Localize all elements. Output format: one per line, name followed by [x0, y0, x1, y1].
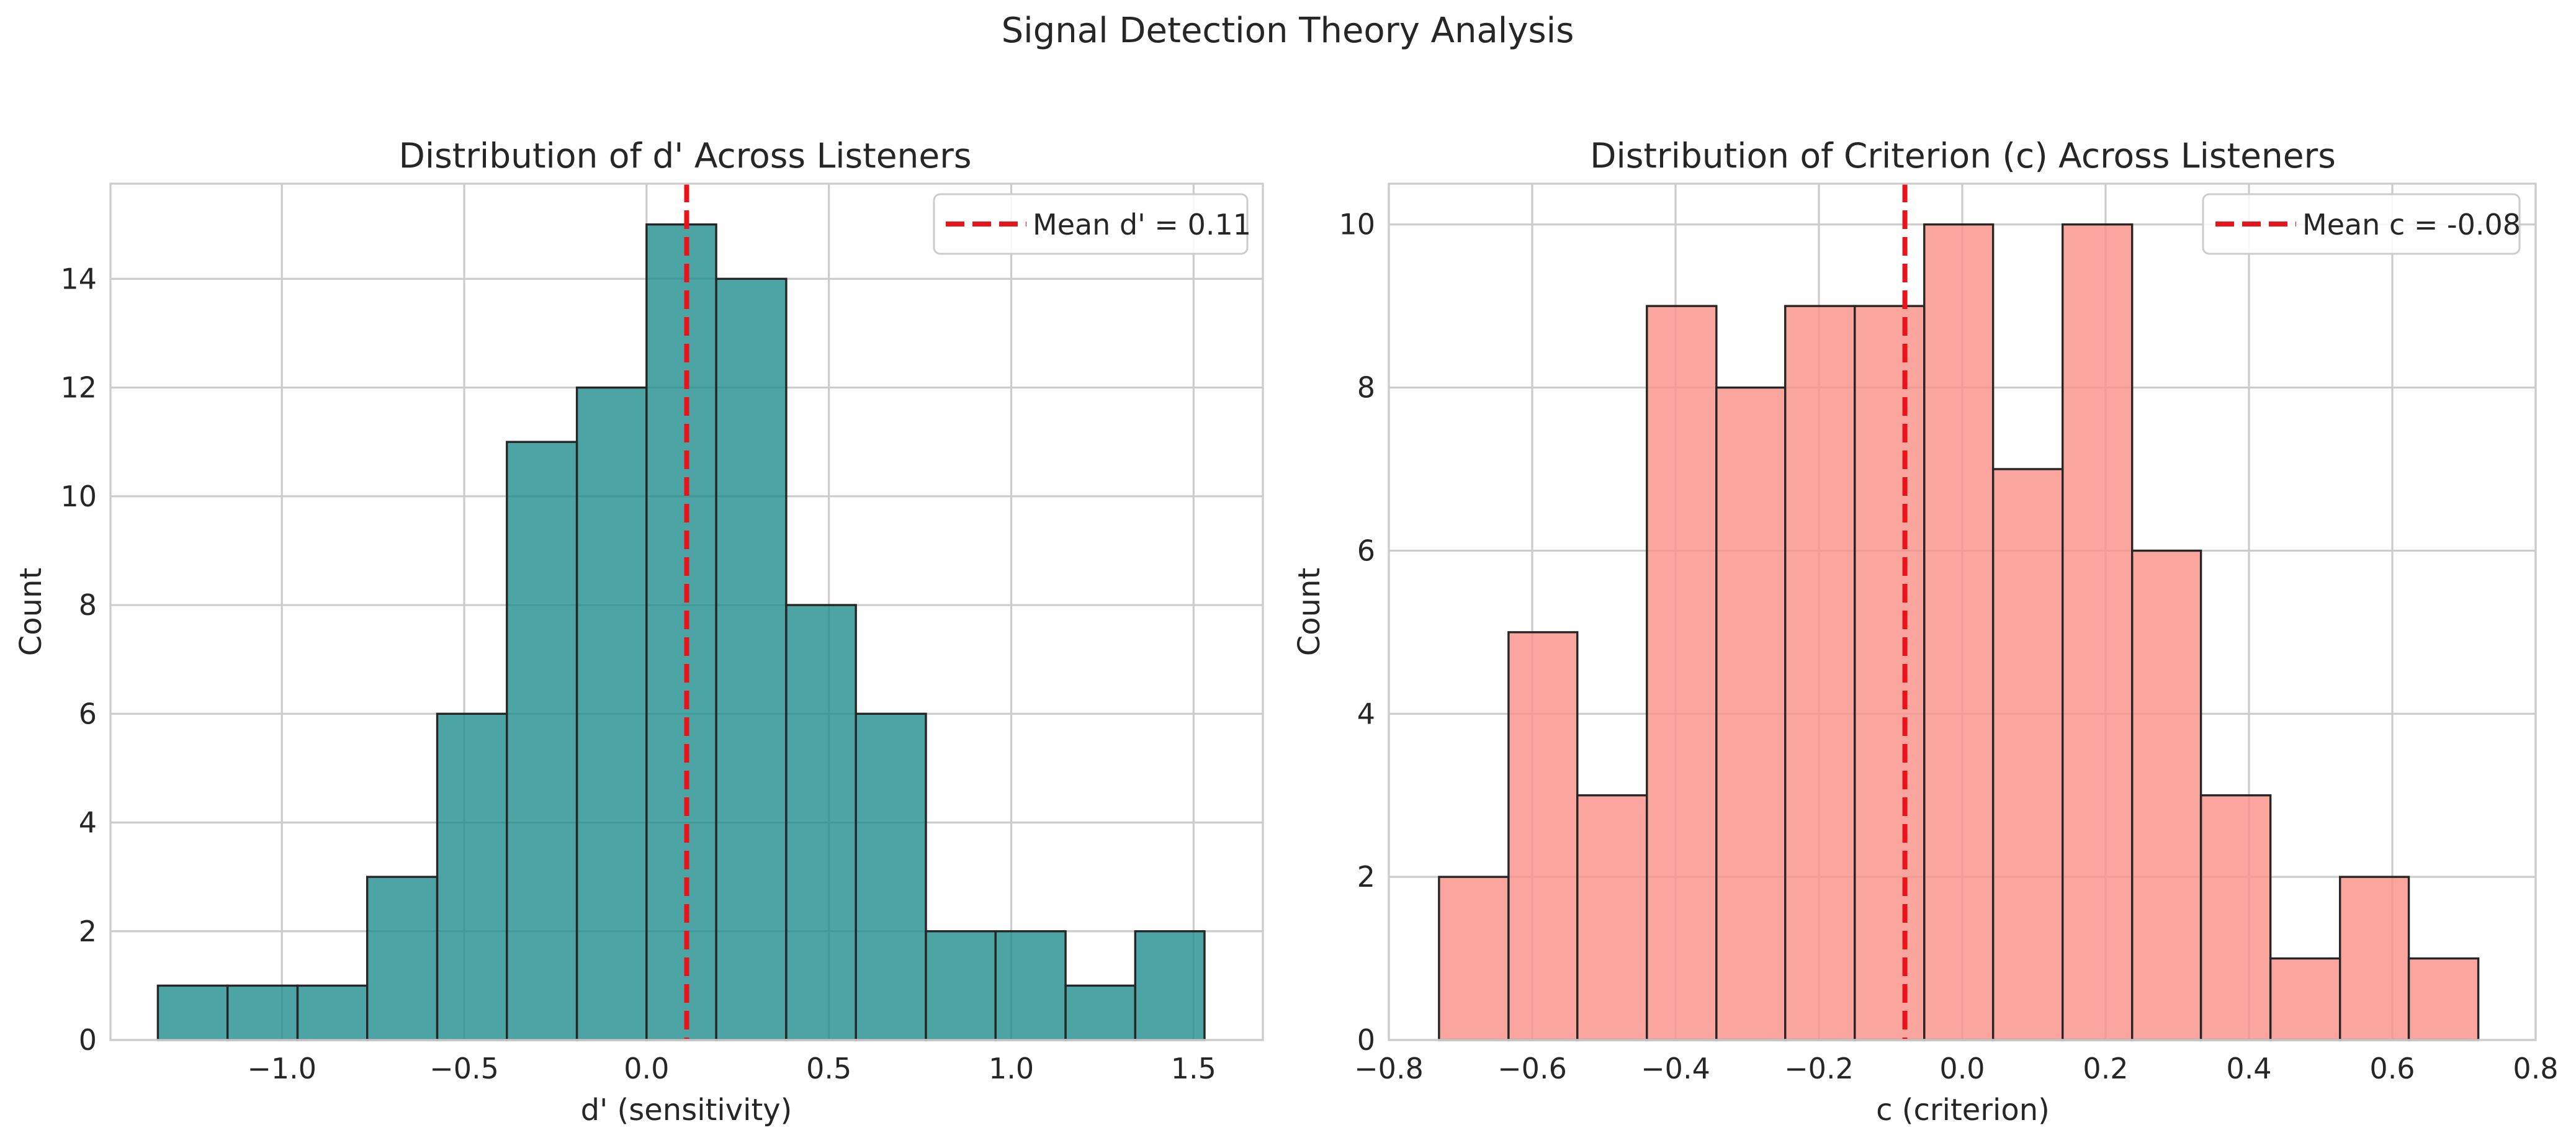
y-tick-label: 6 — [1357, 534, 1375, 567]
histogram-bar — [1646, 305, 1718, 1041]
x-tick-label: −0.8 — [1354, 1052, 1424, 1085]
histogram-bar — [296, 984, 369, 1041]
x-tick-label: −0.2 — [1784, 1052, 1854, 1085]
y-axis-label: Count — [1292, 568, 1327, 657]
panel-dprime: Distribution of d' Across Listeners −1.0… — [14, 136, 1264, 1127]
histogram-bar — [2407, 957, 2480, 1041]
x-tick-label: −0.5 — [429, 1052, 499, 1085]
histogram-bar — [1064, 984, 1137, 1041]
x-tick-label: −1.0 — [247, 1052, 316, 1085]
axes-frame — [109, 182, 1264, 1041]
axes-frame — [1388, 182, 2537, 1041]
legend: Mean c = -0.08 — [2202, 193, 2521, 255]
x-axis-label: c (criterion) — [1876, 1093, 2050, 1127]
legend-label: Mean c = -0.08 — [2302, 208, 2521, 241]
histogram-bars — [156, 223, 1206, 1041]
x-tick-label: 1.5 — [1171, 1052, 1216, 1085]
histogram-bar — [994, 930, 1067, 1041]
x-tick-label: −0.4 — [1641, 1052, 1710, 1085]
histogram-bar — [1576, 794, 1648, 1041]
y-tick-label: 4 — [79, 806, 97, 840]
histogram-bar — [156, 984, 229, 1041]
histogram-bar — [506, 441, 578, 1041]
histogram-bar — [1991, 468, 2064, 1041]
y-tick-label: 0 — [79, 1023, 97, 1057]
histogram-bar — [2199, 794, 2272, 1041]
histogram-bar — [1507, 631, 1579, 1041]
histogram-bar — [925, 930, 997, 1041]
histogram-bar — [1438, 876, 1510, 1041]
y-tick-label: 6 — [79, 697, 97, 730]
y-tick-label: 12 — [60, 371, 97, 405]
x-tick-label: 0.4 — [2226, 1052, 2271, 1085]
y-tick-label: 10 — [1339, 208, 1375, 241]
histogram-bar — [575, 386, 648, 1041]
figure-suptitle: Signal Detection Theory Analysis — [1002, 11, 1574, 51]
histogram-bar — [2131, 549, 2202, 1041]
histogram-bar — [2338, 876, 2410, 1041]
y-tick-label: 8 — [1357, 371, 1375, 405]
histogram-bar — [1854, 305, 1926, 1041]
legend: Mean d' = 0.11 — [933, 193, 1251, 255]
panel-title: Distribution of Criterion (c) Across Lis… — [1590, 136, 2336, 176]
y-tick-label: 2 — [1357, 860, 1375, 894]
legend-box — [933, 193, 1249, 255]
histogram-bar — [645, 223, 717, 1041]
x-tick-label: 0.2 — [2083, 1052, 2128, 1085]
y-tick-label: 0 — [1357, 1023, 1375, 1057]
x-tick-labels: −0.8 −0.6 −0.4 −0.2 0.0 0.2 0.4 0.6 0.8 — [1354, 1052, 2558, 1085]
histogram-bar — [715, 277, 788, 1041]
x-tick-label: 0.8 — [2513, 1052, 2558, 1085]
histogram-bar — [1134, 930, 1206, 1041]
histogram-bar — [785, 604, 857, 1041]
y-tick-label: 2 — [79, 915, 97, 948]
y-tick-labels: 0 2 4 6 8 10 — [1339, 208, 1375, 1057]
x-axis-label: d' (sensitivity) — [581, 1093, 792, 1127]
x-tick-label: −0.6 — [1497, 1052, 1567, 1085]
y-tick-label: 10 — [60, 480, 97, 513]
y-tick-label: 8 — [79, 588, 97, 622]
histogram-bar — [1715, 386, 1787, 1041]
y-tick-label: 14 — [60, 262, 97, 295]
y-tick-labels: 0 2 4 6 8 10 12 14 — [60, 262, 97, 1057]
x-tick-label: 0.6 — [2369, 1052, 2415, 1085]
histogram-bar — [366, 876, 439, 1041]
histogram-bar — [2061, 223, 2134, 1041]
legend-box — [2202, 193, 2521, 255]
histogram-bar — [1923, 223, 1995, 1041]
histogram-bar — [226, 984, 299, 1041]
histogram-bar — [1784, 305, 1856, 1041]
y-axis-label: Count — [14, 568, 48, 657]
x-tick-labels: −1.0 −0.5 0.0 0.5 1.0 1.5 — [247, 1052, 1216, 1085]
y-tick-label: 4 — [1357, 697, 1375, 730]
x-tick-label: 1.0 — [989, 1052, 1034, 1085]
histogram-bar — [855, 712, 927, 1041]
histogram-bars — [1438, 223, 2480, 1041]
histogram-bar — [436, 712, 508, 1041]
x-tick-label: 0.0 — [1939, 1052, 1985, 1085]
x-tick-label: 0.5 — [806, 1052, 851, 1085]
panel-title: Distribution of d' Across Listeners — [398, 136, 971, 176]
legend-label: Mean d' = 0.11 — [1033, 208, 1251, 241]
x-tick-label: 0.0 — [624, 1052, 669, 1085]
panel-criterion: Distribution of Criterion (c) Across Lis… — [1292, 136, 2559, 1127]
histogram-bar — [2269, 957, 2341, 1041]
